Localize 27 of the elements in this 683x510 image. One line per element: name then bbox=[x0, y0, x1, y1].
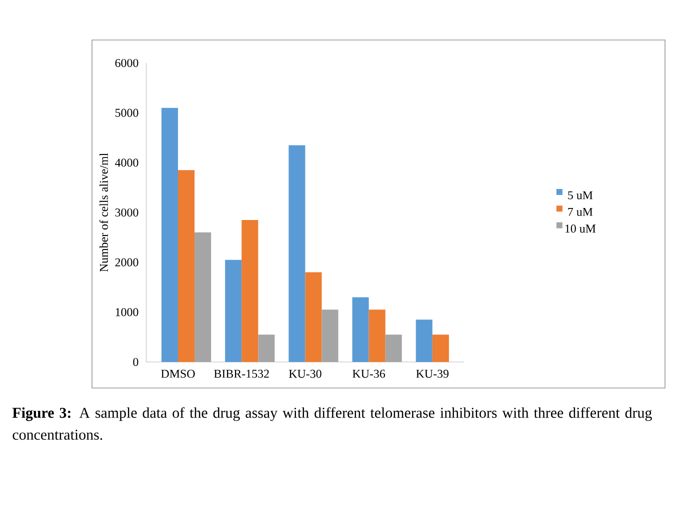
y-tick-label: 4000 bbox=[115, 158, 138, 167]
y-axis-title: Number of cells alive/ml bbox=[99, 153, 108, 272]
x-tick-label: KU-30 bbox=[288, 370, 322, 378]
bar bbox=[368, 310, 386, 362]
bar bbox=[416, 320, 432, 362]
x-tick-label: BIBR-1532 bbox=[214, 370, 269, 378]
bar bbox=[288, 145, 306, 362]
x-tick-label: DMSO bbox=[161, 370, 195, 378]
legend-label: 5 uM bbox=[568, 191, 593, 200]
bar bbox=[352, 297, 369, 362]
y-tick-label: 5000 bbox=[115, 108, 138, 117]
x-tick-label: KU-39 bbox=[416, 370, 449, 378]
bar bbox=[225, 260, 242, 362]
x-tick-label: KU-36 bbox=[352, 370, 386, 378]
bar bbox=[305, 272, 322, 362]
y-tick-label: 3000 bbox=[115, 208, 138, 217]
y-tick-label: 1000 bbox=[116, 308, 138, 316]
legend-label: 10 uM bbox=[565, 224, 596, 233]
y-tick-label: 2000 bbox=[115, 258, 138, 266]
y-tick-label: 0 bbox=[133, 358, 138, 366]
y-tick-label: 6000 bbox=[115, 58, 138, 68]
bar bbox=[242, 220, 258, 362]
bar bbox=[432, 334, 449, 362]
text: Figure 3: A sample data of the drug assay with different telomerase inhibitors with three different drug concentrations. bbox=[12, 407, 652, 440]
bar bbox=[161, 108, 178, 362]
legend-label: 7 uM bbox=[568, 208, 593, 216]
bar bbox=[178, 170, 195, 362]
